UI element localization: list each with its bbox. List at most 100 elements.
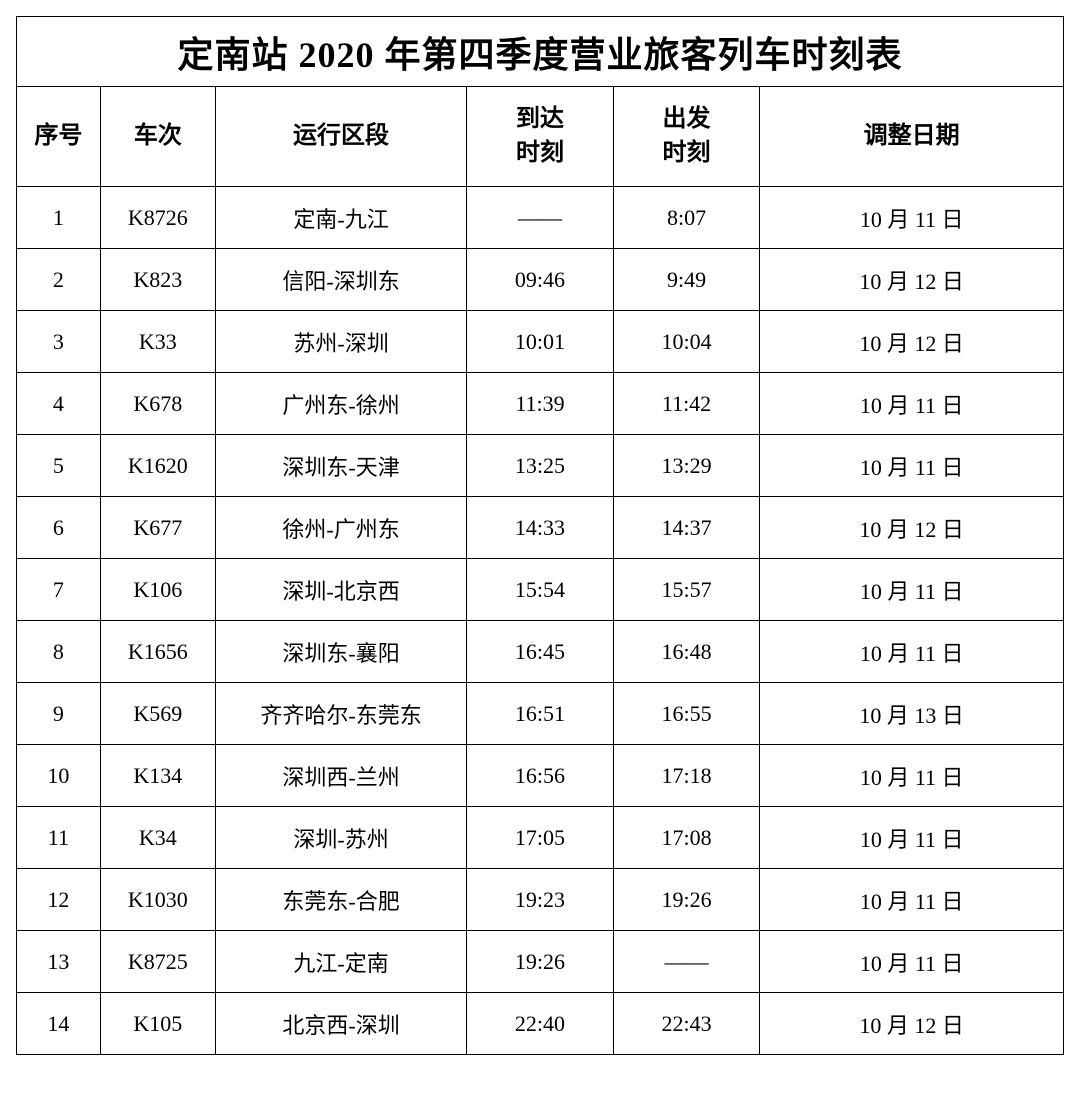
cell-seq: 13 — [17, 931, 101, 993]
cell-dep: 15:57 — [613, 559, 760, 621]
cell-route: 深圳西-兰州 — [215, 745, 466, 807]
table-row: 11K34深圳-苏州17:0517:0810 月 11 日 — [17, 807, 1064, 869]
cell-arr: 09:46 — [467, 249, 614, 311]
cell-dep: 22:43 — [613, 993, 760, 1055]
cell-arr: —— — [467, 187, 614, 249]
cell-arr: 19:23 — [467, 869, 614, 931]
cell-train: K134 — [100, 745, 215, 807]
cell-route: 北京西-深圳 — [215, 993, 466, 1055]
title-row: 定南站 2020 年第四季度营业旅客列车时刻表 — [17, 17, 1064, 87]
cell-route: 齐齐哈尔-东莞东 — [215, 683, 466, 745]
table-row: 12K1030东莞东-合肥19:2319:2610 月 11 日 — [17, 869, 1064, 931]
cell-route: 东莞东-合肥 — [215, 869, 466, 931]
cell-dep: 10:04 — [613, 311, 760, 373]
cell-route: 深圳-北京西 — [215, 559, 466, 621]
cell-train: K569 — [100, 683, 215, 745]
cell-route: 苏州-深圳 — [215, 311, 466, 373]
cell-seq: 2 — [17, 249, 101, 311]
cell-adj: 10 月 11 日 — [760, 869, 1064, 931]
cell-train: K677 — [100, 497, 215, 559]
cell-adj: 10 月 12 日 — [760, 311, 1064, 373]
cell-adj: 10 月 11 日 — [760, 807, 1064, 869]
cell-dep: 17:08 — [613, 807, 760, 869]
col-header-arr: 到达时刻 — [467, 87, 614, 187]
table-row: 9K569齐齐哈尔-东莞东16:5116:5510 月 13 日 — [17, 683, 1064, 745]
cell-train: K1030 — [100, 869, 215, 931]
table-row: 6K677徐州-广州东14:3314:3710 月 12 日 — [17, 497, 1064, 559]
table-body: 1K8726定南-九江——8:0710 月 11 日2K823信阳-深圳东09:… — [17, 187, 1064, 1055]
cell-seq: 1 — [17, 187, 101, 249]
cell-seq: 10 — [17, 745, 101, 807]
col-header-route: 运行区段 — [215, 87, 466, 187]
cell-seq: 5 — [17, 435, 101, 497]
table-row: 2K823信阳-深圳东09:469:4910 月 12 日 — [17, 249, 1064, 311]
cell-route: 定南-九江 — [215, 187, 466, 249]
header-row: 序号 车次 运行区段 到达时刻 出发时刻 调整日期 — [17, 87, 1064, 187]
cell-seq: 11 — [17, 807, 101, 869]
cell-train: K33 — [100, 311, 215, 373]
cell-train: K678 — [100, 373, 215, 435]
cell-arr: 14:33 — [467, 497, 614, 559]
cell-adj: 10 月 12 日 — [760, 993, 1064, 1055]
cell-dep: 14:37 — [613, 497, 760, 559]
table-row: 1K8726定南-九江——8:0710 月 11 日 — [17, 187, 1064, 249]
cell-route: 广州东-徐州 — [215, 373, 466, 435]
table-row: 3K33苏州-深圳10:0110:0410 月 12 日 — [17, 311, 1064, 373]
table-row: 4K678广州东-徐州11:3911:4210 月 11 日 — [17, 373, 1064, 435]
cell-arr: 16:45 — [467, 621, 614, 683]
cell-dep: 17:18 — [613, 745, 760, 807]
cell-train: K1656 — [100, 621, 215, 683]
cell-adj: 10 月 12 日 — [760, 249, 1064, 311]
cell-arr: 16:51 — [467, 683, 614, 745]
cell-seq: 14 — [17, 993, 101, 1055]
cell-dep: 13:29 — [613, 435, 760, 497]
cell-dep: 16:55 — [613, 683, 760, 745]
table-row: 7K106深圳-北京西15:5415:5710 月 11 日 — [17, 559, 1064, 621]
col-header-adj: 调整日期 — [760, 87, 1064, 187]
cell-seq: 12 — [17, 869, 101, 931]
table-title: 定南站 2020 年第四季度营业旅客列车时刻表 — [17, 17, 1064, 87]
cell-route: 深圳东-襄阳 — [215, 621, 466, 683]
cell-route: 深圳东-天津 — [215, 435, 466, 497]
cell-route: 九江-定南 — [215, 931, 466, 993]
cell-dep: 11:42 — [613, 373, 760, 435]
cell-arr: 10:01 — [467, 311, 614, 373]
cell-adj: 10 月 11 日 — [760, 187, 1064, 249]
cell-arr: 16:56 — [467, 745, 614, 807]
cell-arr: 13:25 — [467, 435, 614, 497]
cell-train: K1620 — [100, 435, 215, 497]
cell-adj: 10 月 11 日 — [760, 435, 1064, 497]
table-row: 14K105北京西-深圳22:4022:4310 月 12 日 — [17, 993, 1064, 1055]
cell-arr: 17:05 — [467, 807, 614, 869]
cell-arr: 19:26 — [467, 931, 614, 993]
cell-adj: 10 月 11 日 — [760, 373, 1064, 435]
cell-adj: 10 月 11 日 — [760, 931, 1064, 993]
cell-adj: 10 月 13 日 — [760, 683, 1064, 745]
cell-seq: 4 — [17, 373, 101, 435]
cell-seq: 8 — [17, 621, 101, 683]
cell-adj: 10 月 11 日 — [760, 621, 1064, 683]
cell-route: 信阳-深圳东 — [215, 249, 466, 311]
cell-adj: 10 月 11 日 — [760, 745, 1064, 807]
cell-dep: 16:48 — [613, 621, 760, 683]
cell-train: K823 — [100, 249, 215, 311]
cell-route: 深圳-苏州 — [215, 807, 466, 869]
table-row: 8K1656深圳东-襄阳16:4516:4810 月 11 日 — [17, 621, 1064, 683]
cell-dep: 9:49 — [613, 249, 760, 311]
cell-seq: 7 — [17, 559, 101, 621]
cell-dep: 19:26 — [613, 869, 760, 931]
cell-dep: 8:07 — [613, 187, 760, 249]
cell-seq: 3 — [17, 311, 101, 373]
cell-arr: 15:54 — [467, 559, 614, 621]
cell-train: K34 — [100, 807, 215, 869]
col-header-train: 车次 — [100, 87, 215, 187]
cell-seq: 9 — [17, 683, 101, 745]
train-timetable: 定南站 2020 年第四季度营业旅客列车时刻表 序号 车次 运行区段 到达时刻 … — [16, 16, 1064, 1055]
cell-seq: 6 — [17, 497, 101, 559]
cell-dep: —— — [613, 931, 760, 993]
col-header-dep: 出发时刻 — [613, 87, 760, 187]
cell-adj: 10 月 11 日 — [760, 559, 1064, 621]
cell-train: K105 — [100, 993, 215, 1055]
cell-train: K8725 — [100, 931, 215, 993]
table-row: 10K134深圳西-兰州16:5617:1810 月 11 日 — [17, 745, 1064, 807]
